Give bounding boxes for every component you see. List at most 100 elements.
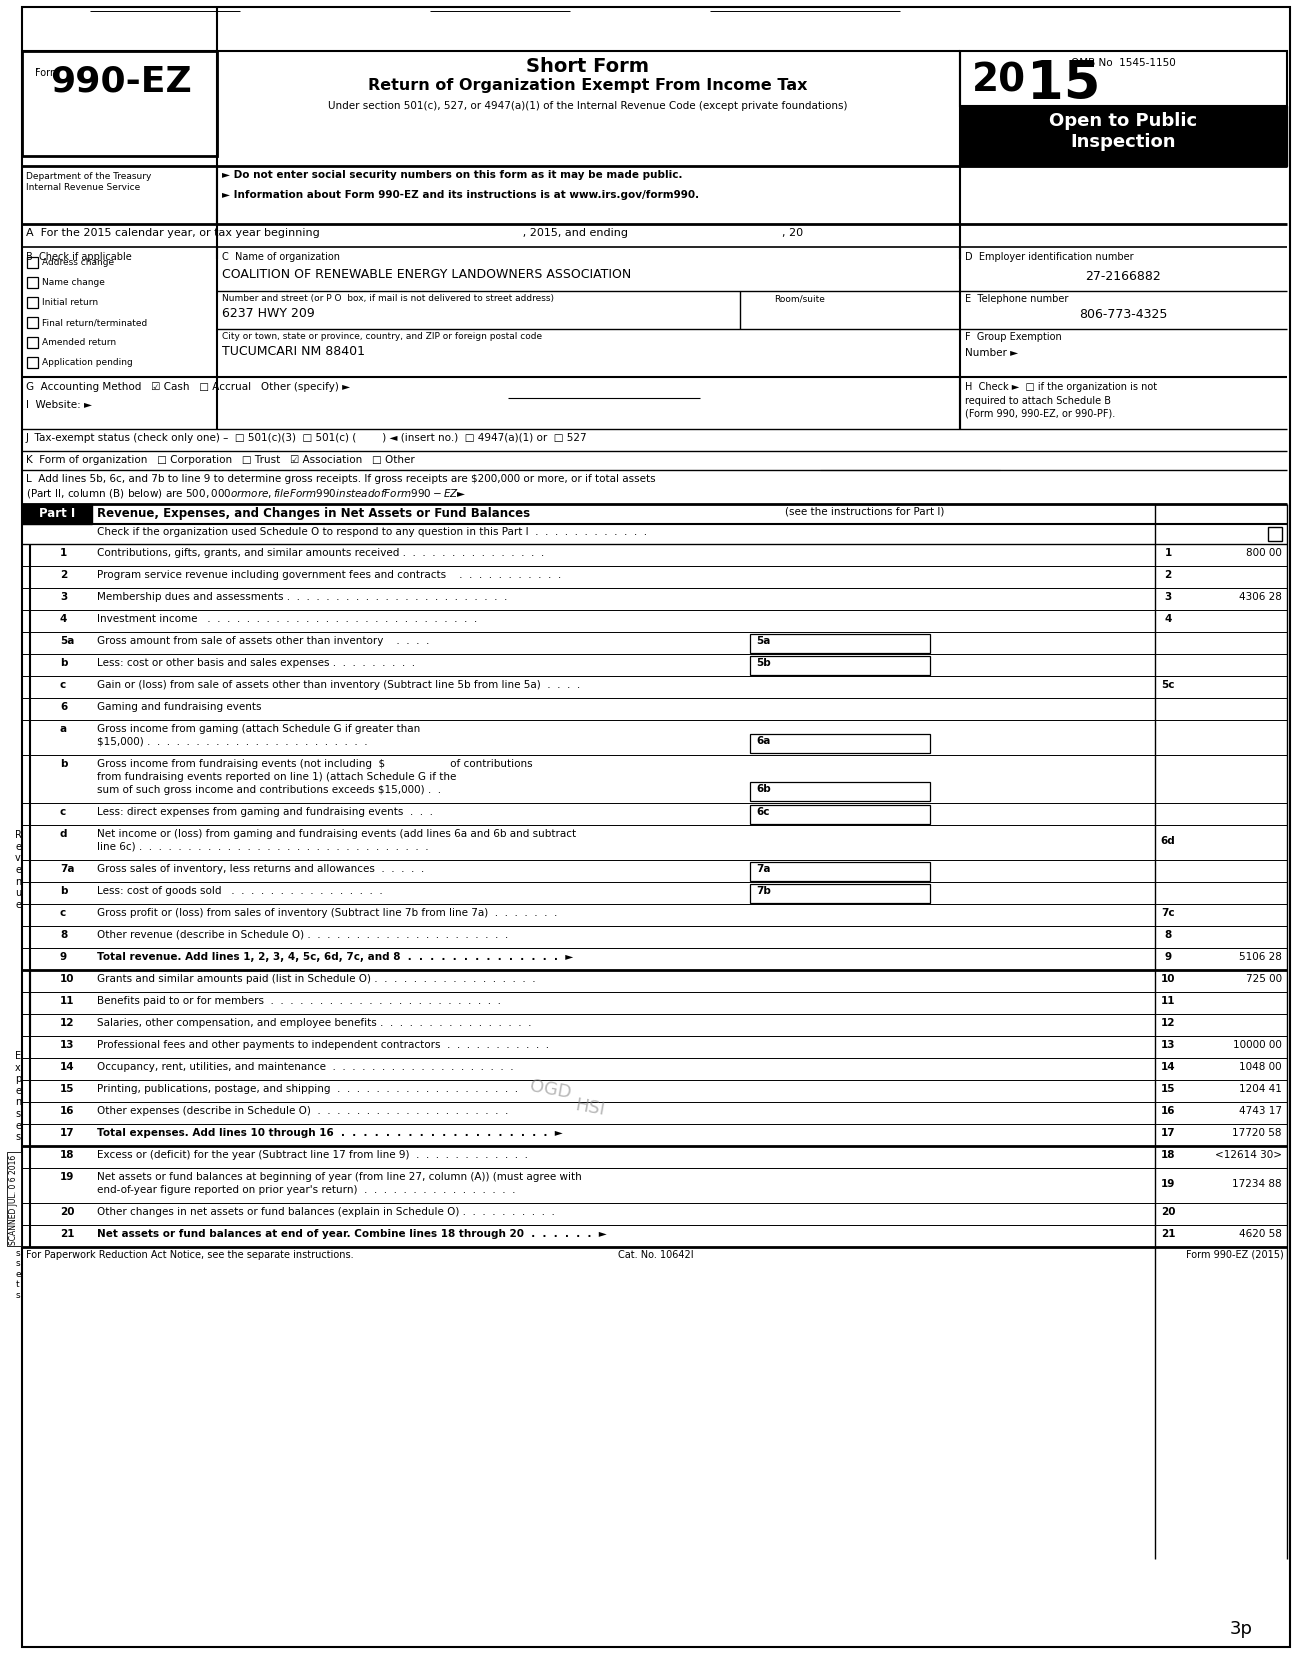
Text: 1204 41: 1204 41 bbox=[1239, 1084, 1282, 1094]
Text: 12: 12 bbox=[1161, 1018, 1176, 1028]
Text: Application pending: Application pending bbox=[42, 357, 133, 367]
Text: Program service revenue including government fees and contracts    .  .  .  .  .: Program service revenue including govern… bbox=[97, 569, 562, 579]
Bar bbox=[750, 735, 930, 753]
Text: Salaries, other compensation, and employee benefits .  .  .  .  .  .  .  .  .  .: Salaries, other compensation, and employ… bbox=[97, 1018, 531, 1028]
Text: 19: 19 bbox=[60, 1172, 75, 1182]
Text: Gross amount from sale of assets other than inventory    .  .  .  .: Gross amount from sale of assets other t… bbox=[97, 636, 429, 645]
Text: 14: 14 bbox=[60, 1061, 75, 1071]
Text: Part I: Part I bbox=[39, 506, 75, 520]
Text: 1: 1 bbox=[1164, 548, 1172, 558]
Bar bbox=[750, 634, 930, 654]
Text: A  For the 2015 calendar year, or tax year beginning                            : A For the 2015 calendar year, or tax yea… bbox=[26, 228, 803, 238]
Bar bbox=[750, 657, 930, 675]
Text: 17: 17 bbox=[1161, 1127, 1176, 1137]
Text: 16: 16 bbox=[60, 1106, 75, 1115]
Text: Gain or (loss) from sale of assets other than inventory (Subtract line 5b from l: Gain or (loss) from sale of assets other… bbox=[97, 680, 580, 690]
Text: Room/suite: Room/suite bbox=[774, 295, 825, 303]
Bar bbox=[960, 108, 1287, 167]
Text: D  Employer identification number: D Employer identification number bbox=[966, 252, 1134, 261]
Text: Gross income from fundraising events (not including  $                    of con: Gross income from fundraising events (no… bbox=[97, 758, 533, 768]
Bar bbox=[28, 258, 38, 268]
Text: 4: 4 bbox=[1164, 614, 1172, 624]
Text: Contributions, gifts, grants, and similar amounts received .  .  .  .  .  .  .  : Contributions, gifts, grants, and simila… bbox=[97, 548, 544, 558]
Text: 14: 14 bbox=[1161, 1061, 1176, 1071]
Text: 8: 8 bbox=[60, 930, 67, 940]
Text: 17720 58: 17720 58 bbox=[1232, 1127, 1282, 1137]
Text: Net income or (loss) from gaming and fundraising events (add lines 6a and 6b and: Net income or (loss) from gaming and fun… bbox=[97, 829, 576, 839]
Text: Internal Revenue Service: Internal Revenue Service bbox=[26, 184, 140, 192]
Text: 8: 8 bbox=[1164, 930, 1172, 940]
Text: Less: cost or other basis and sales expenses .  .  .  .  .  .  .  .  .: Less: cost or other basis and sales expe… bbox=[97, 657, 415, 667]
Text: end-of-year figure reported on prior year's return)  .  .  .  .  .  .  .  .  .  : end-of-year figure reported on prior yea… bbox=[97, 1185, 516, 1195]
Text: 21: 21 bbox=[1161, 1228, 1176, 1238]
Bar bbox=[28, 298, 38, 309]
Text: Amended return: Amended return bbox=[42, 338, 117, 348]
Text: 7c: 7c bbox=[1161, 907, 1174, 917]
Bar bbox=[1267, 528, 1282, 541]
Bar bbox=[22, 505, 92, 525]
Text: R
e
v
e
n
u
e: R e v e n u e bbox=[14, 829, 21, 909]
Text: 1: 1 bbox=[60, 548, 67, 558]
Text: Printing, publications, postage, and shipping  .  .  .  .  .  .  .  .  .  .  .  : Printing, publications, postage, and shi… bbox=[97, 1084, 518, 1094]
Text: 15: 15 bbox=[1161, 1084, 1176, 1094]
Text: 17: 17 bbox=[60, 1127, 75, 1137]
Text: Other revenue (describe in Schedule O) .  .  .  .  .  .  .  .  .  .  .  .  .  . : Other revenue (describe in Schedule O) .… bbox=[97, 930, 508, 940]
Text: 7b: 7b bbox=[756, 885, 771, 895]
Text: B  Check if applicable: B Check if applicable bbox=[26, 252, 131, 261]
Text: N
e
t
 
A
s
s
e
t
s: N e t A s s e t s bbox=[14, 1197, 21, 1299]
Text: 806-773-4325: 806-773-4325 bbox=[1078, 308, 1168, 321]
Text: Investment income   .  .  .  .  .  .  .  .  .  .  .  .  .  .  .  .  .  .  .  .  : Investment income . . . . . . . . . . . … bbox=[97, 614, 478, 624]
Text: J  Tax-exempt status (check only one) –  □ 501(c)(3)  □ 501(c) (        ) ◄ (ins: J Tax-exempt status (check only one) – □… bbox=[26, 432, 588, 444]
Text: Membership dues and assessments .  .  .  .  .  .  .  .  .  .  .  .  .  .  .  .  : Membership dues and assessments . . . . … bbox=[97, 591, 508, 602]
Text: Gross profit or (loss) from sales of inventory (Subtract line 7b from line 7a)  : Gross profit or (loss) from sales of inv… bbox=[97, 907, 558, 917]
Text: Net assets or fund balances at beginning of year (from line 27, column (A)) (mus: Net assets or fund balances at beginning… bbox=[97, 1172, 581, 1182]
Text: Cat. No. 10642I: Cat. No. 10642I bbox=[618, 1250, 694, 1259]
Text: 3: 3 bbox=[1164, 591, 1172, 602]
Text: Number and street (or P O  box, if mail is not delivered to street address): Number and street (or P O box, if mail i… bbox=[222, 295, 554, 303]
Text: 9: 9 bbox=[1165, 952, 1172, 962]
Text: 4: 4 bbox=[60, 614, 67, 624]
Text: 800 00: 800 00 bbox=[1246, 548, 1282, 558]
Bar bbox=[750, 783, 930, 801]
Text: Less: cost of goods sold   .  .  .  .  .  .  .  .  .  .  .  .  .  .  .  .: Less: cost of goods sold . . . . . . . .… bbox=[97, 885, 383, 895]
Text: ,: , bbox=[35, 60, 39, 73]
Text: 5a: 5a bbox=[756, 636, 770, 645]
Bar bbox=[750, 884, 930, 904]
Text: C  Name of organization: C Name of organization bbox=[222, 252, 340, 261]
Text: 5c: 5c bbox=[1161, 680, 1174, 690]
Text: Occupancy, rent, utilities, and maintenance  .  .  .  .  .  .  .  .  .  .  .  . : Occupancy, rent, utilities, and maintena… bbox=[97, 1061, 513, 1071]
Text: 20: 20 bbox=[972, 61, 1026, 99]
Text: 4743 17: 4743 17 bbox=[1239, 1106, 1282, 1115]
Text: 15: 15 bbox=[1027, 58, 1101, 109]
Text: 2: 2 bbox=[1164, 569, 1172, 579]
Text: Total revenue. Add lines 1, 2, 3, 4, 5c, 6d, 7c, and 8  .  .  .  .  .  .  .  .  : Total revenue. Add lines 1, 2, 3, 4, 5c,… bbox=[97, 952, 573, 962]
Text: c: c bbox=[60, 806, 66, 816]
Text: 5106 28: 5106 28 bbox=[1239, 952, 1282, 962]
Text: 19: 19 bbox=[1161, 1178, 1176, 1188]
Text: SCANNED JUL. 0 6 2016: SCANNED JUL. 0 6 2016 bbox=[9, 1154, 18, 1245]
Bar bbox=[750, 862, 930, 882]
Text: $15,000) .  .  .  .  .  .  .  .  .  .  .  .  .  .  .  .  .  .  .  .  .  .  .: $15,000) . . . . . . . . . . . . . . . .… bbox=[97, 736, 367, 746]
Text: 7a: 7a bbox=[60, 864, 75, 874]
Text: 11: 11 bbox=[1161, 995, 1176, 1005]
Text: Excess or (deficit) for the year (Subtract line 17 from line 9)  .  .  .  .  .  : Excess or (deficit) for the year (Subtra… bbox=[97, 1149, 527, 1158]
Text: COALITION OF RENEWABLE ENERGY LANDOWNERS ASSOCIATION: COALITION OF RENEWABLE ENERGY LANDOWNERS… bbox=[222, 268, 631, 281]
Text: 6a: 6a bbox=[756, 735, 770, 745]
Text: HSI: HSI bbox=[573, 1096, 606, 1119]
Text: H  Check ►  □ if the organization is not: H Check ► □ if the organization is not bbox=[966, 382, 1157, 392]
Text: Name change: Name change bbox=[42, 278, 105, 286]
Text: a: a bbox=[60, 723, 67, 733]
Text: (Form 990, 990-EZ, or 990-PF).: (Form 990, 990-EZ, or 990-PF). bbox=[966, 409, 1115, 419]
Text: Inspection: Inspection bbox=[1071, 132, 1176, 151]
Text: Total expenses. Add lines 10 through 16  .  .  .  .  .  .  .  .  .  .  .  .  .  : Total expenses. Add lines 10 through 16 … bbox=[97, 1127, 563, 1137]
Text: line 6c) .  .  .  .  .  .  .  .  .  .  .  .  .  .  .  .  .  .  .  .  .  .  .  . : line 6c) . . . . . . . . . . . . . . . .… bbox=[97, 841, 429, 851]
Bar bbox=[750, 806, 930, 824]
Text: TUCUMCARI NM 88401: TUCUMCARI NM 88401 bbox=[222, 344, 365, 357]
Text: Benefits paid to or for members  .  .  .  .  .  .  .  .  .  .  .  .  .  .  .  . : Benefits paid to or for members . . . . … bbox=[97, 995, 501, 1005]
Text: 6d: 6d bbox=[1161, 836, 1176, 846]
Text: d: d bbox=[60, 829, 67, 839]
Text: Initial return: Initial return bbox=[42, 298, 98, 306]
Text: 6b: 6b bbox=[756, 783, 770, 793]
Text: Final return/terminated: Final return/terminated bbox=[42, 318, 147, 326]
Text: 10000 00: 10000 00 bbox=[1233, 1039, 1282, 1049]
